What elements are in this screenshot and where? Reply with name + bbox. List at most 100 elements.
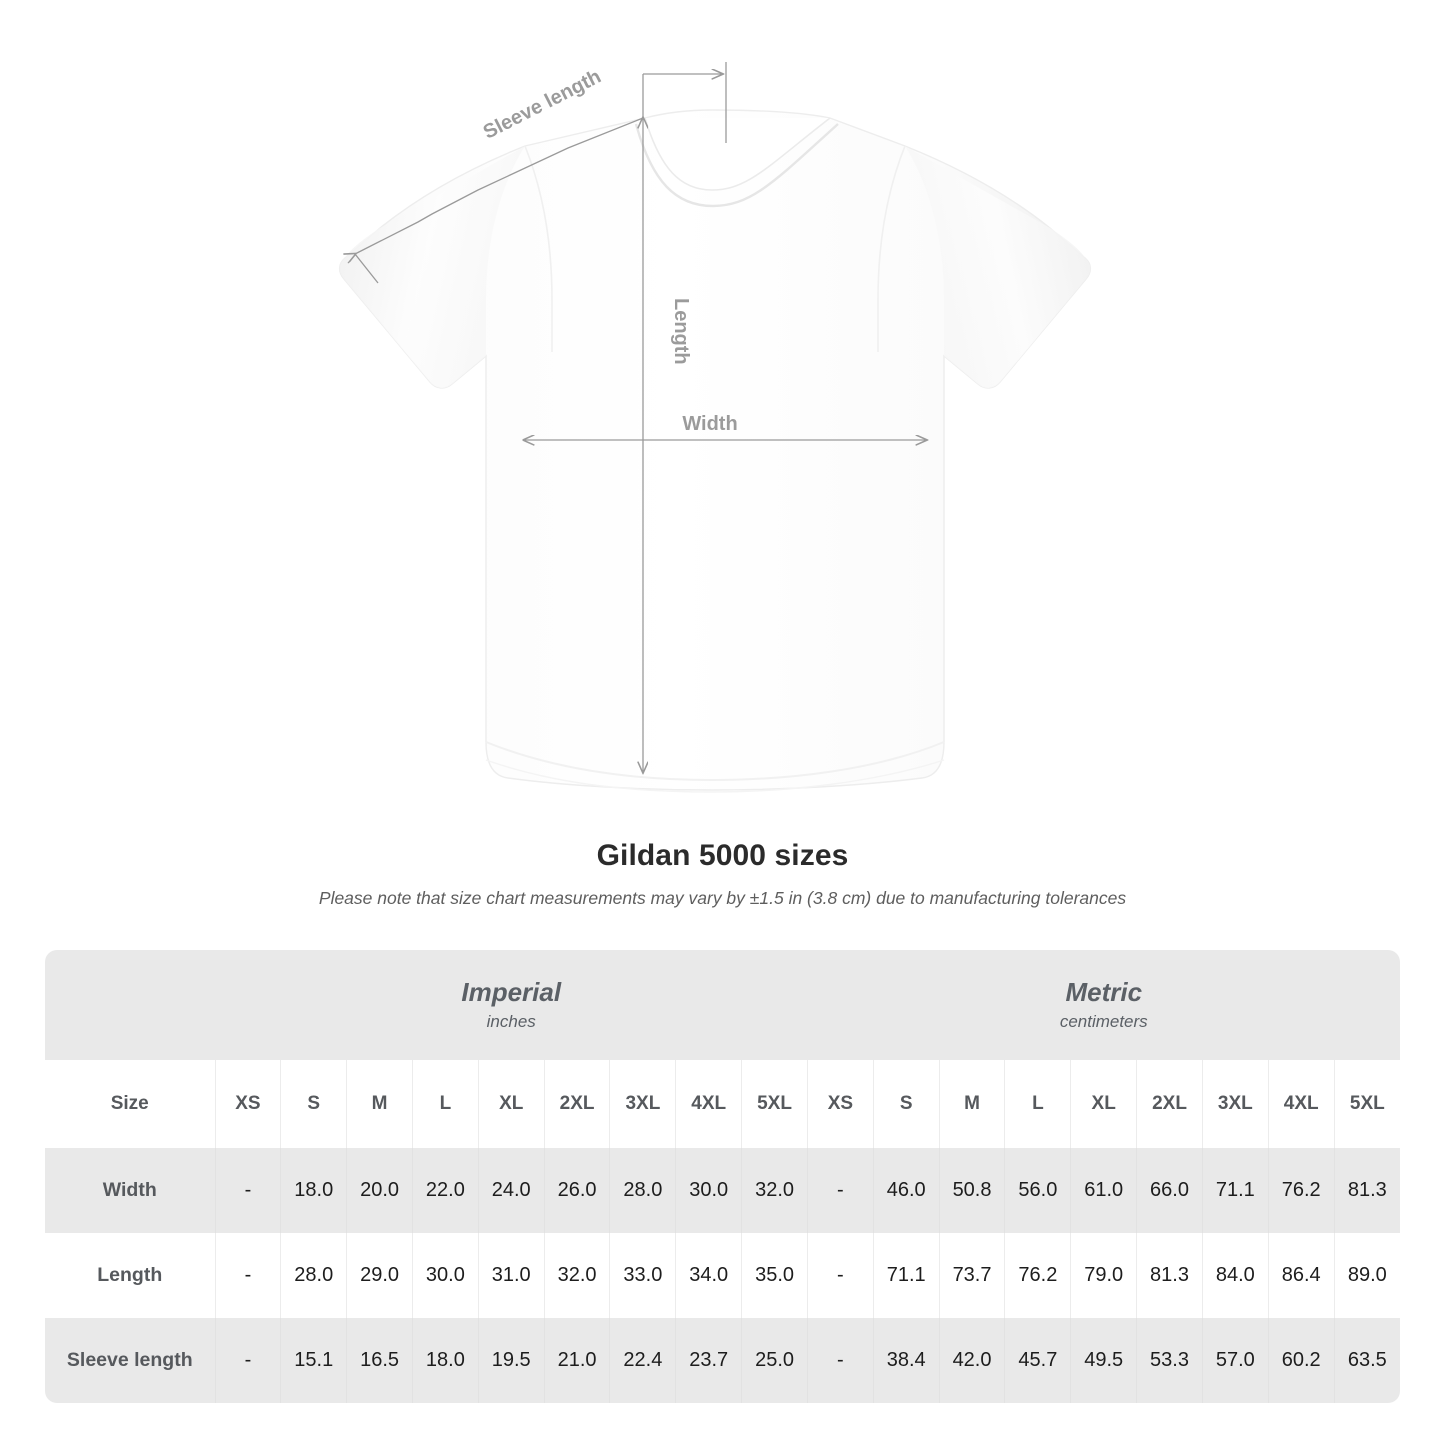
- cell-metric: 61.0: [1070, 1148, 1137, 1233]
- table-row: Length -28.0 29.0 30.0 31.0 32.0 33.0 34.0 35.0-…: [45, 1233, 1401, 1318]
- cell-imperial: 22.4: [609, 1318, 676, 1403]
- width-label: Width: [682, 413, 737, 435]
- cell-metric: 81.3: [1136, 1233, 1203, 1318]
- cell-imperial: 34.0: [675, 1233, 742, 1318]
- cell-metric: 56.0: [1004, 1148, 1071, 1233]
- cell-metric: 84.0: [1201, 1233, 1269, 1318]
- cell-imperial: 23.7: [675, 1318, 742, 1403]
- shirt-hem: [485, 741, 945, 782]
- cell-imperial: 21.0: [543, 1318, 610, 1403]
- row-label-length: Length: [45, 1233, 215, 1318]
- right-shoulder-seam: [877, 145, 906, 352]
- column-header-imperial-2xl: 2XL: [543, 1060, 610, 1148]
- cell-imperial: 22.0: [411, 1148, 479, 1233]
- cell-metric: 45.7: [1004, 1318, 1071, 1403]
- cell-imperial: -: [214, 1148, 281, 1233]
- cell-metric: 73.7: [938, 1233, 1005, 1318]
- width-measure: Width: [524, 413, 926, 440]
- cell-metric: 60.2: [1267, 1318, 1335, 1403]
- cell-metric: 71.1: [1201, 1148, 1269, 1233]
- column-header-metric-m: M: [938, 1060, 1005, 1148]
- cell-imperial: 26.0: [543, 1148, 610, 1233]
- cell-metric: 76.2: [1004, 1233, 1071, 1318]
- row-label-sleeve-length: Sleeve length: [45, 1318, 215, 1403]
- unit-group-subtitle: centimeters: [1059, 1012, 1148, 1031]
- cell-imperial: 25.0: [741, 1318, 808, 1403]
- page-subtitle: Please note that size chart measurements…: [318, 888, 1127, 908]
- cell-metric: 66.0: [1136, 1148, 1203, 1233]
- cell-imperial: 30.0: [675, 1148, 742, 1233]
- column-header-metric-4xl: 4XL: [1267, 1060, 1335, 1148]
- cell-imperial: 18.0: [411, 1318, 479, 1403]
- cell-imperial: 32.0: [543, 1233, 610, 1318]
- unit-group-header-row: Imperial inches Metric centimeters: [45, 950, 1401, 1060]
- table-row: Width -18.0 20.0 22.0 24.0 26.0 28.0 30.0 32.0-4…: [45, 1148, 1401, 1233]
- cell-metric: -: [806, 1148, 874, 1233]
- cell-metric: -: [806, 1233, 874, 1318]
- shirt-silhouette: [338, 109, 1092, 793]
- cell-metric: 81.3: [1333, 1148, 1401, 1233]
- column-header-imperial-xs: XS: [214, 1060, 281, 1148]
- cell-imperial: -: [214, 1233, 281, 1318]
- cell-imperial: 35.0: [741, 1233, 808, 1318]
- cell-metric: -: [806, 1318, 874, 1403]
- unit-group-subtitle: inches: [486, 1012, 536, 1031]
- tshirt-diagram: Sleeve length Length Width: [338, 62, 1092, 793]
- cell-imperial: 16.5: [346, 1318, 413, 1403]
- shirt-hem-edge: [485, 759, 945, 793]
- column-header-imperial-3xl: 3XL: [609, 1060, 676, 1148]
- row-label-width: Width: [45, 1148, 215, 1233]
- column-header-size: Size: [45, 1060, 215, 1148]
- column-header-imperial-m: M: [346, 1060, 413, 1148]
- cell-metric: 53.3: [1136, 1318, 1203, 1403]
- cell-metric: 38.4: [872, 1318, 940, 1403]
- cell-metric: 57.0: [1201, 1318, 1269, 1403]
- column-header-imperial-5xl: 5XL: [741, 1060, 808, 1148]
- column-header-imperial-xl: XL: [477, 1060, 545, 1148]
- cell-imperial: 32.0: [741, 1148, 808, 1233]
- cell-metric: 63.5: [1333, 1318, 1401, 1403]
- cell-metric: 76.2: [1267, 1148, 1335, 1233]
- column-header-metric-l: L: [1004, 1060, 1071, 1148]
- cell-imperial: 15.1: [280, 1318, 347, 1403]
- column-header-metric-xl: XL: [1070, 1060, 1137, 1148]
- cell-metric: 89.0: [1333, 1233, 1401, 1318]
- heading-block: Gildan 5000 sizes Please note that size …: [0, 838, 1445, 909]
- column-header-imperial-s: S: [280, 1060, 347, 1148]
- cell-imperial: 18.0: [280, 1148, 347, 1233]
- unit-group-name: Imperial: [461, 977, 562, 1007]
- unit-group-header-imperial: Imperial inches: [215, 950, 808, 1060]
- shirt-left-sleeve: [339, 146, 525, 388]
- cell-metric: 50.8: [938, 1148, 1005, 1233]
- column-header-metric-2xl: 2XL: [1136, 1060, 1203, 1148]
- page-title: Gildan 5000 sizes: [596, 839, 849, 872]
- column-header-metric-3xl: 3XL: [1201, 1060, 1269, 1148]
- shirt-collar-rib: [634, 123, 839, 208]
- cell-metric: 71.1: [872, 1233, 940, 1318]
- cell-imperial: -: [214, 1318, 281, 1403]
- shirt-right-sleeve: [905, 146, 1091, 388]
- cell-imperial: 24.0: [477, 1148, 545, 1233]
- cell-imperial: 19.5: [477, 1318, 545, 1403]
- unit-group-header-metric: Metric centimeters: [807, 950, 1401, 1060]
- cell-imperial: 30.0: [411, 1233, 479, 1318]
- column-header-imperial-l: L: [411, 1060, 479, 1148]
- column-header-metric-s: S: [872, 1060, 940, 1148]
- cell-imperial: 28.0: [280, 1233, 347, 1318]
- tshirt-illustration: Sleeve length Length Width: [338, 62, 1092, 793]
- cell-imperial: 29.0: [346, 1233, 413, 1318]
- cell-metric: 86.4: [1267, 1233, 1335, 1318]
- table-row: Sleeve length -15.1 16.5 18.0 19.5 21.0 22.4 23…: [45, 1318, 1401, 1403]
- unit-group-name: Metric: [1065, 977, 1143, 1007]
- cell-imperial: 33.0: [609, 1233, 676, 1318]
- column-header-imperial-4xl: 4XL: [675, 1060, 742, 1148]
- column-header-metric-5xl: 5XL: [1333, 1060, 1401, 1148]
- cell-metric: 46.0: [872, 1148, 940, 1233]
- cell-imperial: 28.0: [609, 1148, 676, 1233]
- shirt-collar-inner: [644, 117, 831, 191]
- cell-metric: 79.0: [1070, 1233, 1137, 1318]
- cell-metric: 42.0: [938, 1318, 1005, 1403]
- cell-imperial: 31.0: [477, 1233, 545, 1318]
- size-chart-table: Imperial inches Metric centimeters Size XS S M L…: [45, 950, 1401, 1403]
- length-label: Length: [670, 298, 692, 365]
